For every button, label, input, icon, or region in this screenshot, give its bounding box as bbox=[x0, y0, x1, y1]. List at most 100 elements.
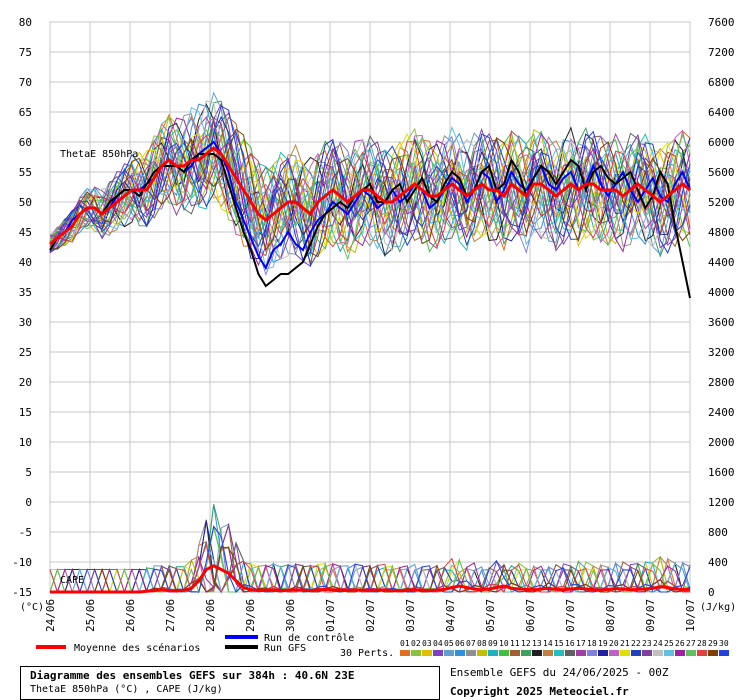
pert-number: 09 bbox=[488, 639, 498, 648]
pert-thetae-line bbox=[49, 130, 691, 248]
pert-swatch bbox=[554, 650, 564, 656]
pert-number: 22 bbox=[631, 639, 641, 648]
right-tick-label: 5200 bbox=[708, 196, 735, 209]
x-tick-label: 02/07 bbox=[364, 599, 377, 632]
pert-thetae-line bbox=[49, 117, 691, 267]
right-tick-label: 4000 bbox=[708, 286, 735, 299]
pert-number: 08 bbox=[477, 639, 487, 648]
pert-swatch bbox=[543, 650, 553, 656]
legend-perturbations: 01 02 03 04 05 06 07 08 09 10 11 12 13 14 15 16 17 18 19 20… bbox=[400, 639, 729, 656]
pert-swatch bbox=[675, 650, 685, 656]
pert-number: 28 bbox=[697, 639, 707, 648]
pert-swatch bbox=[653, 650, 663, 656]
pert-swatch bbox=[477, 650, 487, 656]
right-tick-label: 3600 bbox=[708, 316, 735, 329]
footer-subtitle: ThetaE 850hPa (°C) , CAPE (J/kg) bbox=[30, 684, 223, 695]
pert-swatch bbox=[697, 650, 707, 656]
left-tick-label: 75 bbox=[19, 46, 32, 59]
left-tick-label: 15 bbox=[19, 406, 32, 419]
left-axis-unit: (°C) bbox=[20, 602, 44, 613]
copyright: Copyright 2025 Meteociel.fr bbox=[450, 685, 629, 698]
legend-mean-label: Moyenne des scénarios bbox=[74, 642, 200, 654]
right-tick-label: 800 bbox=[708, 526, 728, 539]
right-axis-unit: (J/kg) bbox=[700, 602, 736, 613]
pert-swatch bbox=[422, 650, 432, 656]
left-tick-label: 65 bbox=[19, 106, 32, 119]
pert-cape-line bbox=[50, 546, 691, 593]
footer-title: Diagramme des ensembles GEFS sur 384h : … bbox=[30, 669, 355, 682]
pert-number: 18 bbox=[587, 639, 597, 648]
right-tick-label: 1600 bbox=[708, 466, 735, 479]
right-tick-label: 3200 bbox=[708, 346, 735, 359]
pert-number: 04 bbox=[433, 639, 443, 648]
x-tick-label: 30/06 bbox=[284, 599, 297, 632]
pert-swatch bbox=[444, 650, 454, 656]
pert-number: 10 bbox=[499, 639, 509, 648]
pert-swatch bbox=[532, 650, 542, 656]
pert-swatch bbox=[609, 650, 619, 656]
mean-thetae-line bbox=[49, 146, 691, 246]
right-tick-label: 4800 bbox=[708, 226, 735, 239]
right-tick-label: 2400 bbox=[708, 406, 735, 419]
pert-thetae-line bbox=[49, 129, 691, 257]
left-tick-label: 5 bbox=[25, 466, 32, 479]
pert-swatch bbox=[576, 650, 586, 656]
pert-swatch bbox=[565, 650, 575, 656]
pert-number: 02 bbox=[411, 639, 421, 648]
right-tick-label: 4400 bbox=[708, 256, 735, 269]
x-tick-label: 26/06 bbox=[124, 599, 137, 632]
x-tick-label: 25/06 bbox=[84, 599, 97, 632]
left-tick-label: -15 bbox=[12, 586, 32, 599]
pert-thetae-line bbox=[49, 117, 691, 276]
pert-number: 06 bbox=[455, 639, 465, 648]
left-tick-label: 25 bbox=[19, 346, 32, 359]
pert-number: 15 bbox=[554, 639, 564, 648]
legend-gfs-label: Run GFS bbox=[264, 643, 306, 654]
gfs-thetae-line bbox=[49, 153, 691, 299]
legend: Moyenne des scénarios Run de contrôle Ru… bbox=[36, 632, 729, 659]
left-tick-label: 20 bbox=[19, 376, 32, 389]
pert-number: 03 bbox=[422, 639, 432, 648]
pert-thetae-line bbox=[49, 105, 691, 261]
left-tick-label: 35 bbox=[19, 286, 32, 299]
pert-swatch bbox=[642, 650, 652, 656]
pert-thetae-line bbox=[49, 106, 691, 270]
pert-number: 30 bbox=[719, 639, 729, 648]
left-tick-label: 0 bbox=[25, 496, 32, 509]
legend-perts-label: 30 Perts. bbox=[340, 648, 394, 659]
right-tick-label: 2000 bbox=[708, 436, 735, 449]
pert-swatch bbox=[686, 650, 696, 656]
footer-title-box: Diagramme des ensembles GEFS sur 384h : … bbox=[20, 666, 440, 700]
pert-number: 14 bbox=[543, 639, 553, 648]
pert-swatch bbox=[455, 650, 465, 656]
pert-thetae-line bbox=[49, 137, 691, 257]
left-tick-label: 10 bbox=[19, 436, 32, 449]
run-info: Ensemble GEFS du 24/06/2025 - 00Z bbox=[450, 666, 669, 679]
pert-thetae-line bbox=[49, 117, 691, 247]
pert-swatch bbox=[400, 650, 410, 656]
x-tick-label: 06/07 bbox=[524, 599, 537, 632]
left-tick-label: -10 bbox=[12, 556, 32, 569]
pert-swatch bbox=[664, 650, 674, 656]
pert-number: 29 bbox=[708, 639, 718, 648]
x-tick-label: 28/06 bbox=[204, 599, 217, 632]
left-tick-label: 45 bbox=[19, 226, 32, 239]
x-tick-label: 05/07 bbox=[484, 599, 497, 632]
left-tick-label: 40 bbox=[19, 256, 32, 269]
grid bbox=[49, 21, 691, 593]
right-axis-ticks: 7600720068006400600056005200480044004000… bbox=[708, 16, 735, 599]
panel-label-cape: CAPE bbox=[60, 575, 84, 586]
x-tick-label: 24/06 bbox=[44, 599, 57, 632]
right-tick-label: 2800 bbox=[708, 376, 735, 389]
pert-number: 25 bbox=[664, 639, 674, 648]
pert-swatch bbox=[521, 650, 531, 656]
right-tick-label: 5600 bbox=[708, 166, 735, 179]
right-tick-label: 6000 bbox=[708, 136, 735, 149]
right-tick-label: 6400 bbox=[708, 106, 735, 119]
pert-swatch bbox=[466, 650, 476, 656]
pert-number: 07 bbox=[466, 639, 476, 648]
pert-number: 13 bbox=[532, 639, 542, 648]
pert-number: 20 bbox=[609, 639, 619, 648]
